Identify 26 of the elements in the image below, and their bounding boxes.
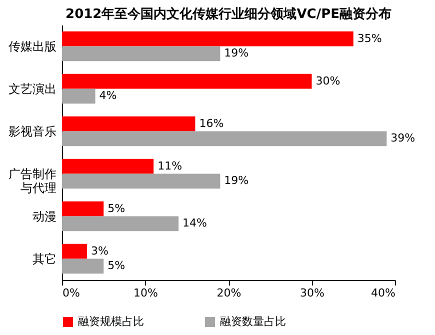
- y-tick-label: 广告制作与代理: [8, 166, 56, 195]
- chart-title: 2012年至今国内文化传媒行业细分领域VC/PE融资分布: [66, 6, 392, 22]
- x-tick-label: 30%: [300, 286, 324, 300]
- data-label: 39%: [390, 132, 416, 145]
- y-tick-label: 动漫: [32, 209, 56, 224]
- y-tick-label: 文艺演出: [8, 82, 56, 96]
- legend-label: 融资规模占比: [78, 315, 144, 328]
- legend-label: 融资数量占比: [220, 315, 286, 328]
- y-tick-label: 影视音乐: [8, 124, 56, 138]
- data-label: 4%: [99, 89, 117, 102]
- data-label: 5%: [108, 259, 126, 272]
- data-label: 5%: [108, 202, 126, 215]
- data-label: 16%: [199, 116, 224, 130]
- x-tick-label: 0%: [62, 286, 80, 300]
- x-tick-label: 20%: [216, 286, 242, 300]
- x-tick-label: 40%: [371, 286, 396, 300]
- data-label: 14%: [182, 216, 208, 230]
- data-label: 35%: [357, 32, 382, 45]
- y-tick-label: 传媒出版: [8, 39, 56, 54]
- data-label: 11%: [158, 159, 182, 172]
- data-label: 3%: [90, 244, 108, 258]
- data-label: 19%: [224, 46, 249, 60]
- y-tick-label: 其它: [32, 252, 56, 266]
- x-tick-label: 10%: [134, 286, 158, 300]
- data-label: 19%: [224, 174, 249, 188]
- data-label: 30%: [316, 74, 340, 88]
